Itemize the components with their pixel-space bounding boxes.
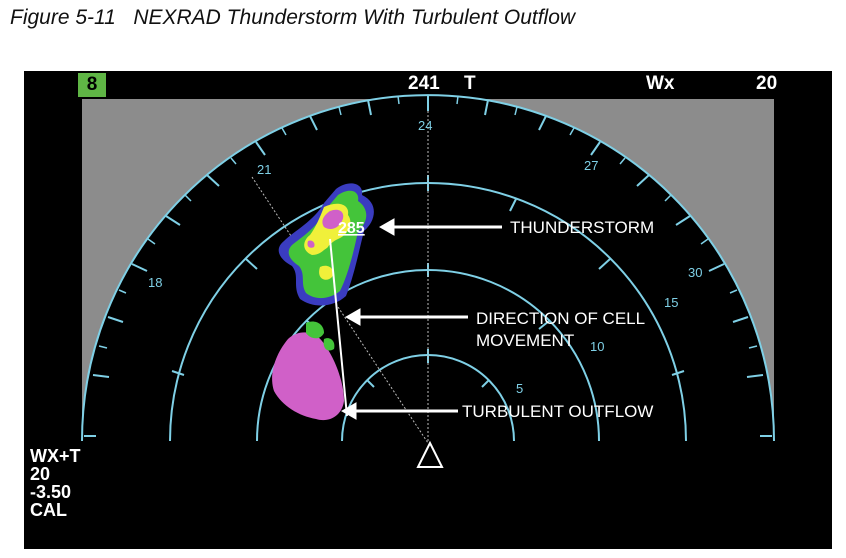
heading-reference: T — [464, 73, 476, 94]
aircraft-symbol — [416, 440, 444, 468]
out-of-range-zone — [82, 95, 774, 442]
compass-minor-ticks — [98, 95, 758, 349]
range-readout: 20 — [756, 73, 778, 94]
weather-radar-display: 8 241 T Wx 20 18 21 24 27 30 5 10 15 285… — [24, 71, 832, 549]
thunderstorm-annotation: THUNDERSTORM — [510, 218, 655, 237]
direction-annotation-line2: MOVEMENT — [476, 331, 575, 350]
compass-ticks — [84, 95, 772, 437]
status-mode: WX+T — [30, 446, 81, 466]
annotation-arrows — [340, 218, 502, 420]
status-gain: CAL — [30, 500, 67, 520]
turbulent-outflow — [272, 321, 344, 421]
selected-heading-line — [251, 176, 429, 444]
range-badge: 8 — [78, 73, 106, 97]
radar-graphics — [81, 94, 775, 468]
weather-mode-label: Wx — [646, 73, 675, 94]
cell-movement-line — [329, 238, 348, 417]
outflow-annotation: TURBULENT OUTFLOW — [462, 402, 654, 421]
status-tilt: -3.50 — [30, 482, 72, 502]
status-range: 20 — [30, 464, 51, 484]
figure-caption: Figure 5-11 NEXRAD Thunderstorm With Tur… — [10, 6, 576, 29]
heading-readout: 241 — [408, 73, 440, 94]
direction-annotation-line1: DIRECTION OF CELL — [476, 309, 646, 328]
thunderstorm-cell — [278, 183, 374, 306]
